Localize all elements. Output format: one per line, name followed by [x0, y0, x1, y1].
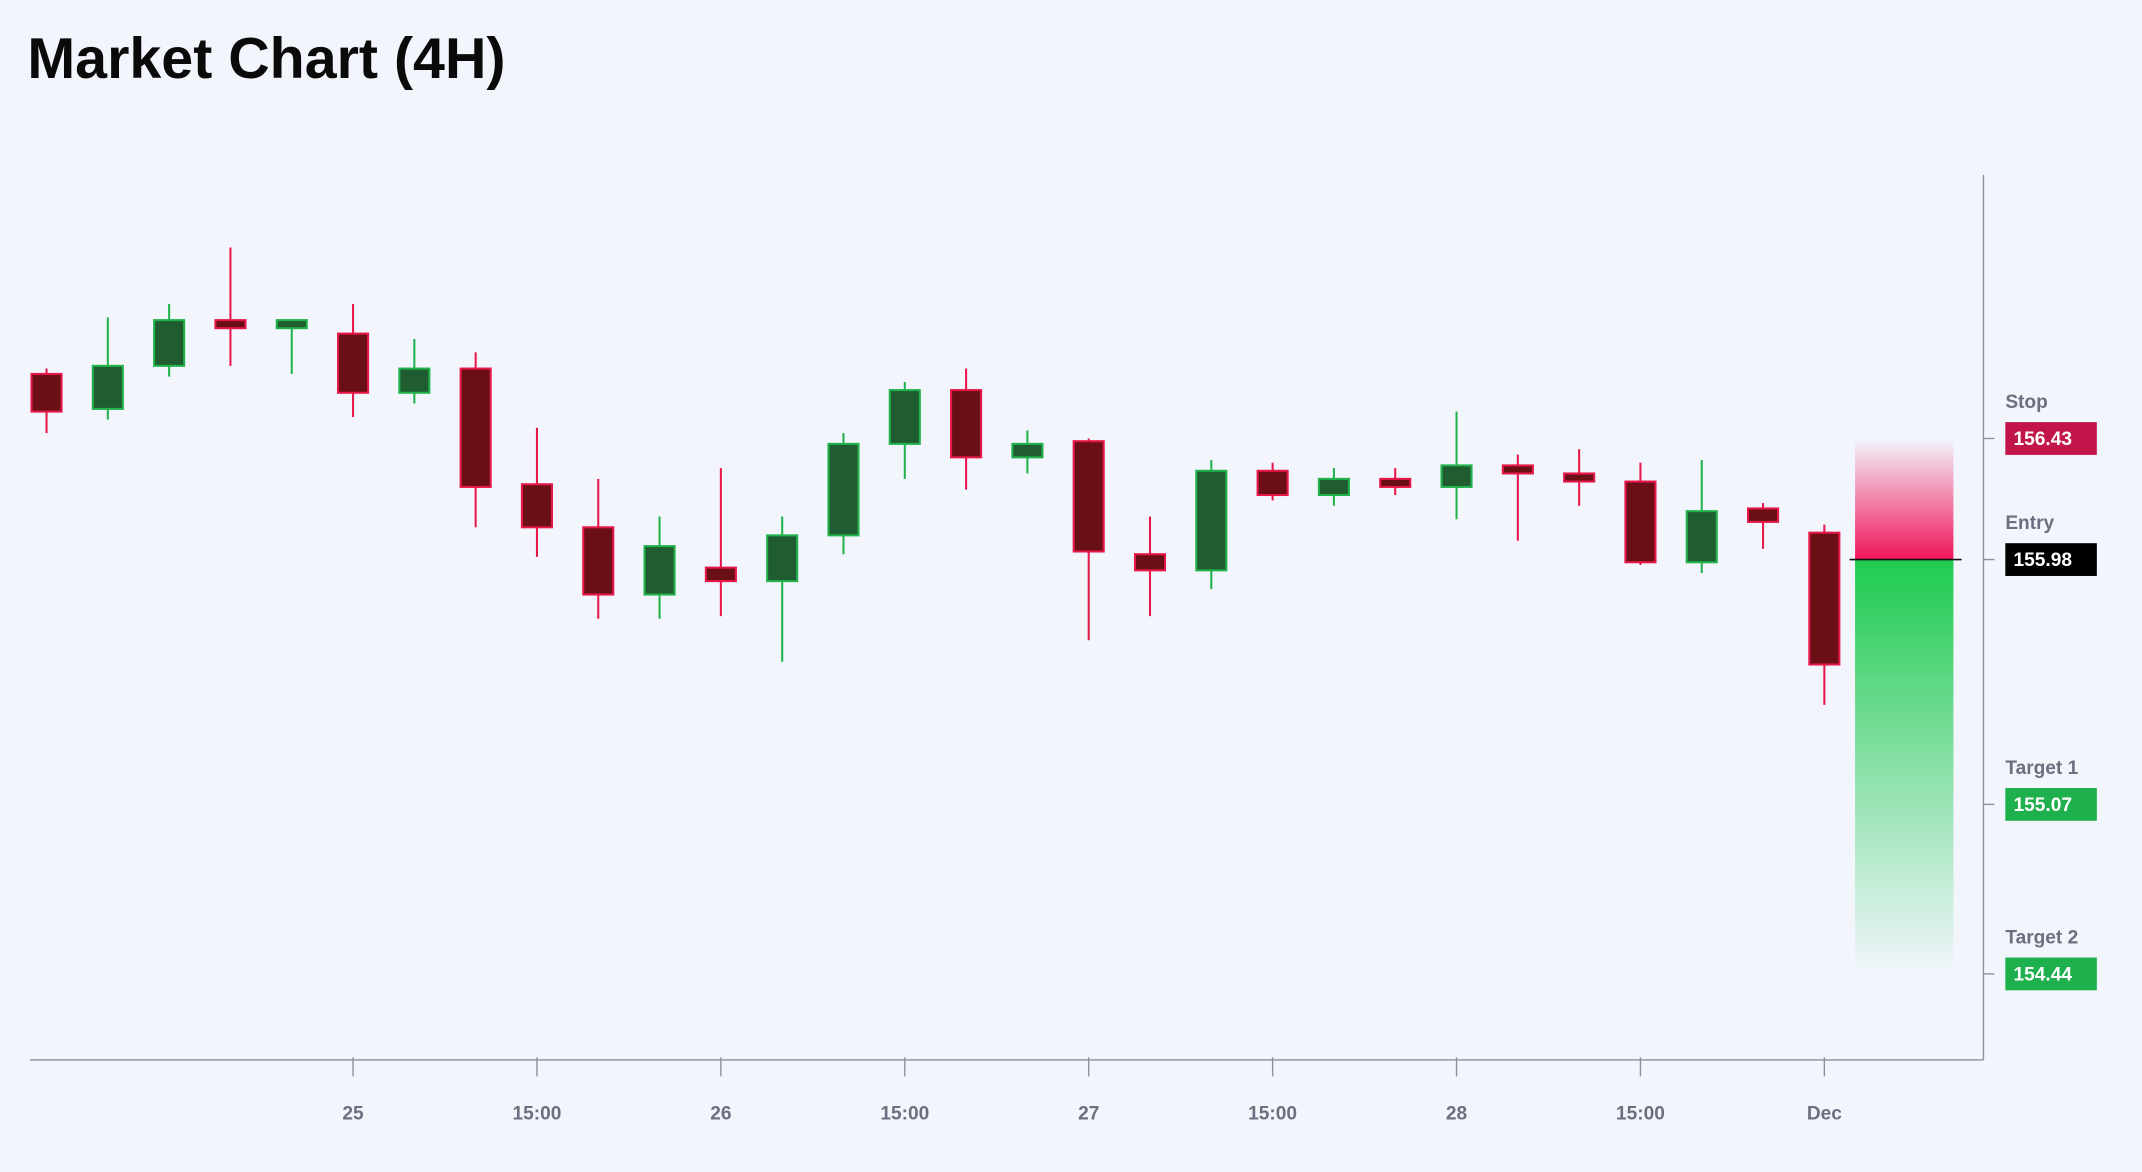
candle-body [459, 367, 492, 488]
candle-body [1624, 480, 1657, 564]
level-badge [2005, 788, 2097, 821]
x-tick-label: 15:00 [1248, 1104, 1297, 1125]
candle-body [1195, 469, 1228, 572]
level-value: 156.43 [2014, 429, 2072, 450]
level-value: 155.98 [2014, 550, 2073, 571]
candle-body [1747, 507, 1780, 523]
x-tick-label: 15:00 [513, 1104, 562, 1125]
candle-body [1011, 442, 1044, 459]
x-tick-label: 15:00 [880, 1104, 929, 1125]
level-value: 155.07 [2014, 795, 2072, 816]
candle-body [214, 319, 247, 330]
level-name: Target 1 [2005, 758, 2078, 779]
candle-body [1256, 469, 1289, 497]
candle-body [1563, 472, 1596, 483]
candle-body [91, 364, 124, 410]
candle-body [1685, 510, 1718, 564]
x-tick-label: 28 [1446, 1104, 1468, 1125]
candle-body [398, 367, 431, 394]
candle-body [1501, 464, 1534, 475]
risk-zone [1855, 438, 1954, 560]
candle-body [1317, 477, 1350, 497]
candle-body [30, 372, 63, 413]
level-name: Stop [2005, 392, 2047, 413]
x-tick-label: 27 [1078, 1104, 1099, 1125]
candle-body [766, 534, 799, 583]
candle-body [336, 332, 370, 394]
candle-body [520, 483, 554, 529]
x-tick-label: 26 [710, 1104, 731, 1125]
candle-body [1379, 477, 1412, 488]
level-badge [2005, 543, 2097, 576]
candle-body [582, 526, 615, 596]
candle-body [1072, 440, 1105, 553]
candle-body [704, 566, 737, 583]
reward-zone [1855, 559, 1954, 974]
level-name: Entry [2005, 513, 2054, 534]
candle-body [888, 389, 921, 445]
candle-body [950, 389, 983, 459]
candle-body [827, 442, 860, 537]
x-tick-label: Dec [1807, 1104, 1842, 1125]
candle-body [1133, 553, 1167, 572]
x-tick-label: 15:00 [1616, 1104, 1665, 1125]
chart-title: Market Chart (4H) [27, 27, 505, 91]
candle-body [1440, 464, 1473, 488]
level-badge [2005, 957, 2097, 991]
level-name: Target 2 [2005, 927, 2078, 948]
level-value: 154.44 [2014, 964, 2073, 985]
level-badge [2005, 422, 2097, 455]
candle-body [275, 319, 308, 330]
candle-body [643, 545, 676, 596]
candle-body [153, 319, 186, 367]
x-tick-label: 25 [342, 1104, 364, 1125]
candle-body [1808, 531, 1841, 666]
